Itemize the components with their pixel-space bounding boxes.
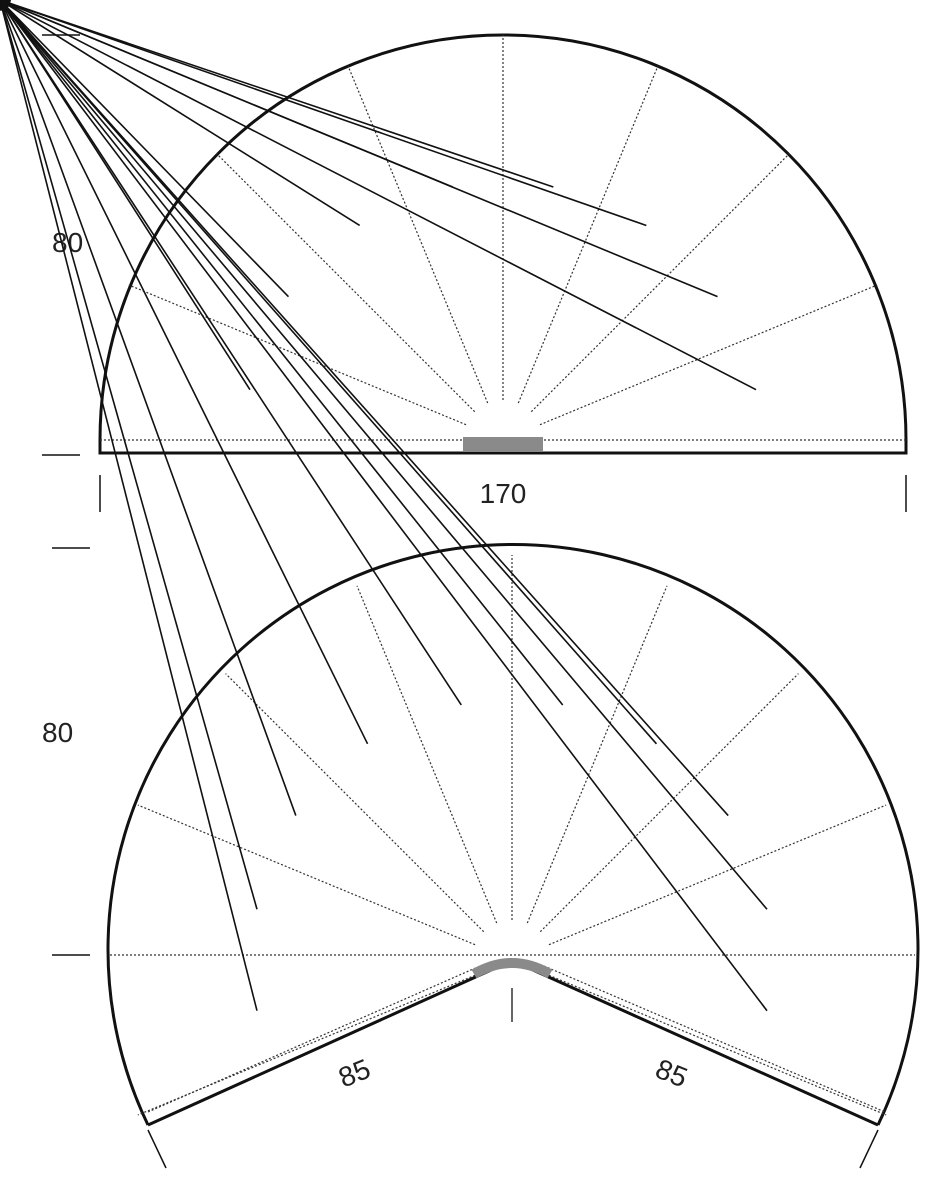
arrow bbox=[0, 0, 768, 910]
arrow bbox=[0, 0, 554, 188]
arrow bbox=[0, 0, 757, 391]
top-height-label: 80 bbox=[52, 227, 83, 258]
arrow bbox=[0, 0, 729, 817]
side-tick bbox=[859, 1129, 879, 1169]
sector-divider-dotted bbox=[548, 804, 887, 946]
sector-divider-dotted bbox=[137, 804, 476, 946]
arrow bbox=[0, 0, 462, 706]
bottom-gray-arc bbox=[471, 958, 553, 979]
sector-divider-dotted bbox=[216, 153, 476, 413]
arrow bbox=[0, 0, 361, 227]
bottom-arc bbox=[106, 543, 920, 1126]
arrow bbox=[0, 0, 369, 745]
sector-divider-dotted bbox=[526, 585, 668, 924]
sector-divider-dotted bbox=[539, 284, 878, 426]
sector-divider-dotted bbox=[530, 153, 790, 413]
side-tick bbox=[147, 1129, 167, 1169]
bottom-edge-dotted bbox=[147, 965, 886, 1113]
bottom-height-label: 80 bbox=[42, 717, 73, 748]
arrow bbox=[0, 0, 564, 706]
top-semicircle-diagram: 80 170 bbox=[0, 0, 908, 512]
top-outline bbox=[98, 33, 908, 455]
top-gray-bar bbox=[463, 437, 543, 452]
sector-divider-dotted bbox=[539, 673, 799, 933]
arrow bbox=[0, 0, 647, 227]
sector-divider-dotted bbox=[137, 974, 476, 1116]
arrow bbox=[0, 0, 658, 745]
bottom-left-edge bbox=[147, 961, 879, 1127]
top-width-label: 170 bbox=[480, 478, 527, 509]
sector-divider-dotted bbox=[517, 65, 659, 404]
arrow bbox=[0, 0, 290, 298]
arrow bbox=[0, 0, 258, 910]
arrow bbox=[0, 0, 768, 1012]
sector-divider-dotted bbox=[347, 65, 489, 404]
sector-divider-dotted bbox=[225, 673, 485, 933]
sector-divider-dotted bbox=[548, 974, 887, 1116]
sector-divider-dotted bbox=[128, 284, 467, 426]
arrow bbox=[0, 0, 297, 816]
sector-divider-dotted bbox=[356, 585, 498, 924]
right-side-label: 85 bbox=[651, 1053, 692, 1093]
left-side-label: 85 bbox=[334, 1053, 375, 1093]
arrow bbox=[0, 0, 258, 1011]
bottom-fan-diagram: 80 85 85 bbox=[0, 0, 920, 1169]
arrow bbox=[0, 0, 718, 298]
